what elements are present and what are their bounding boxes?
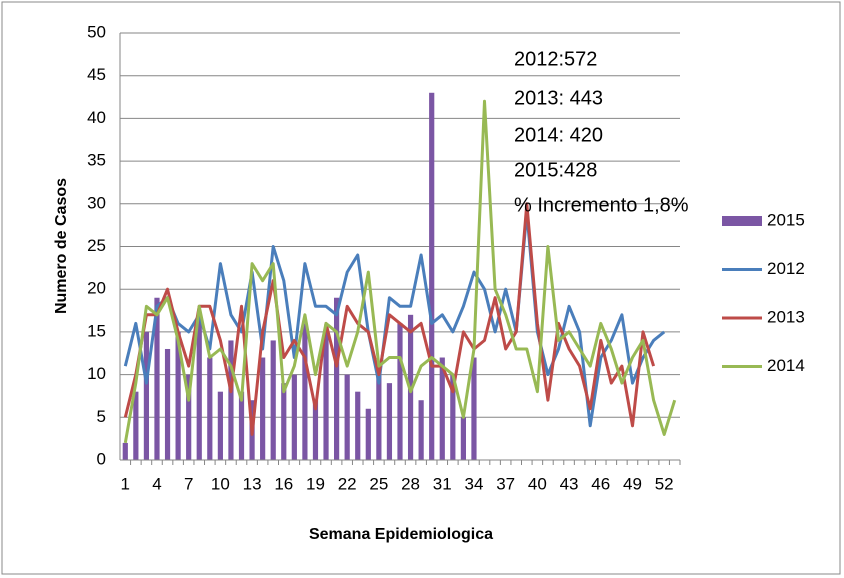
x-tick-label: 25 (369, 474, 388, 493)
bar (365, 408, 371, 460)
bar (281, 383, 287, 460)
y-tick-label: 5 (97, 407, 106, 426)
bar (186, 374, 192, 460)
bar (143, 331, 150, 460)
bar (207, 357, 213, 460)
x-tick-label: 46 (591, 474, 610, 493)
bar (175, 331, 181, 460)
annotation: 2012:572 (514, 48, 597, 70)
x-tick-label: 34 (465, 474, 484, 493)
legend-label: 2012 (767, 259, 805, 278)
x-tick-label: 4 (152, 474, 161, 493)
legend-swatch (722, 216, 762, 226)
bar (312, 400, 319, 460)
y-tick-label: 15 (87, 321, 106, 340)
x-tick-label: 7 (184, 474, 193, 493)
bar (122, 442, 128, 460)
line-series (123, 99, 677, 444)
x-tick-label: 52 (655, 474, 674, 493)
x-tick-label: 43 (560, 474, 579, 493)
y-tick-label: 50 (87, 22, 106, 41)
annotation: 2015:428 (514, 159, 597, 181)
legend-label: 2014 (767, 356, 805, 375)
bar (471, 357, 477, 460)
bar (376, 374, 382, 460)
bar (355, 391, 361, 460)
bar (439, 357, 445, 460)
bar (450, 374, 456, 460)
y-tick-label: 40 (87, 108, 106, 127)
bar (217, 391, 223, 460)
bar (260, 357, 266, 460)
x-tick-label: 13 (243, 474, 262, 493)
x-tick-label: 16 (274, 474, 293, 493)
y-tick-label: 45 (87, 65, 106, 84)
x-tick-label: 40 (528, 474, 547, 493)
bar (133, 391, 139, 460)
x-tick-label: 28 (401, 474, 420, 493)
x-tick-label: 31 (433, 474, 452, 493)
bar (334, 297, 340, 460)
y-tick-label: 0 (97, 449, 106, 468)
annotation: 2013: 443 (514, 87, 603, 109)
bar (228, 340, 234, 460)
x-tick-label: 1 (121, 474, 130, 493)
bar (429, 92, 435, 460)
y-axis-label: Numero de Casos (53, 178, 70, 314)
x-tick-label: 10 (211, 474, 230, 493)
y-tick-label: 35 (87, 151, 106, 170)
line-series (123, 210, 666, 428)
bar (323, 331, 329, 460)
y-tick-label: 30 (87, 193, 106, 212)
bar (270, 340, 276, 460)
x-axis-label: Semana Epidemiologica (309, 526, 493, 543)
bar (418, 400, 424, 460)
legend-label: 2013 (767, 307, 805, 326)
x-tick-label: 19 (306, 474, 325, 493)
annotation: % Incremento 1,8% (514, 194, 689, 216)
bar (460, 417, 466, 460)
x-tick-label: 37 (496, 474, 515, 493)
bar (291, 374, 297, 460)
bar (386, 383, 393, 460)
y-tick-label: 10 (87, 364, 106, 383)
bar (154, 297, 160, 460)
y-tick-label: 25 (87, 236, 106, 255)
bar (196, 314, 202, 460)
x-tick-label: 22 (338, 474, 357, 493)
bar (397, 323, 403, 460)
annotation: 2014: 420 (514, 124, 603, 146)
line-series (123, 202, 656, 436)
y-tick-label: 20 (87, 279, 106, 298)
bar (344, 374, 350, 460)
bar (302, 323, 308, 460)
x-tick-label: 49 (623, 474, 642, 493)
bar (164, 348, 171, 460)
bar (238, 391, 245, 460)
legend-label: 2015 (767, 210, 805, 229)
